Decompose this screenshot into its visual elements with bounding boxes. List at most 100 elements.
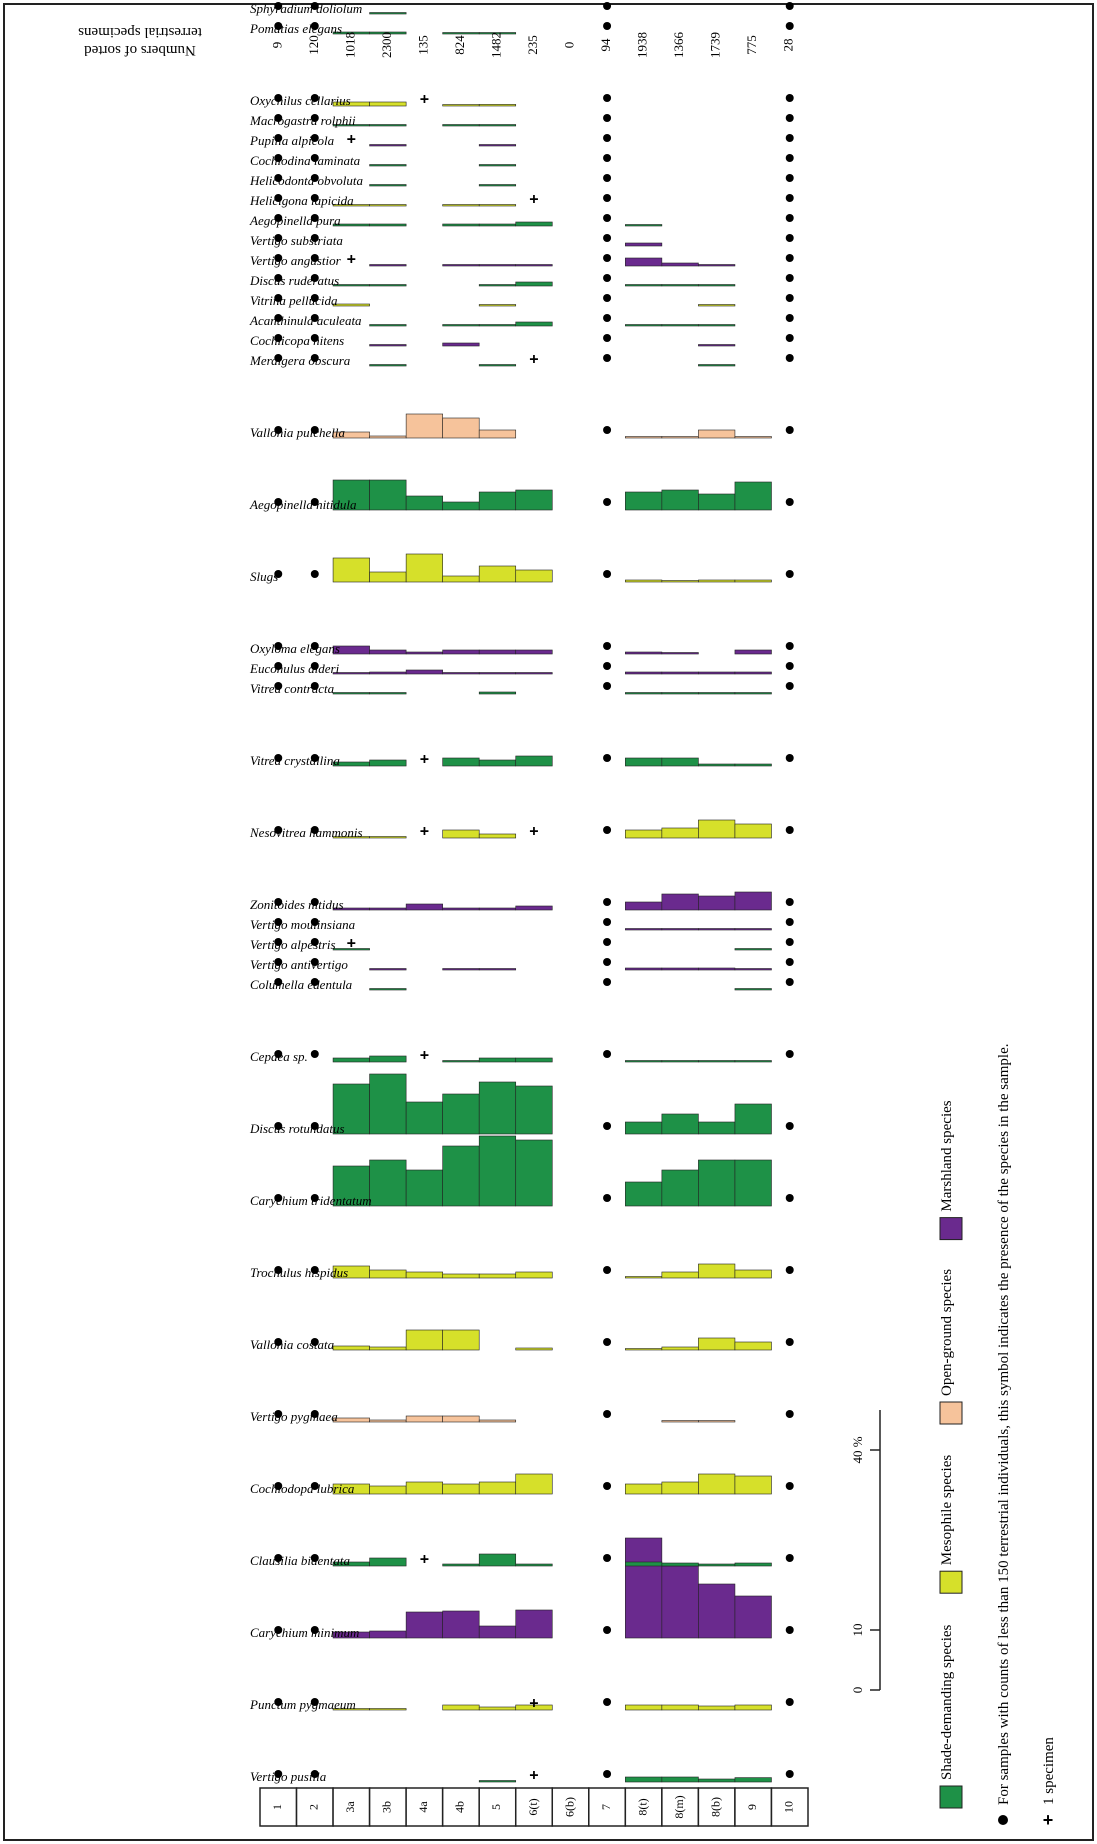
legend: Shade-demanding species Mesophile species… xyxy=(939,1043,1057,1830)
presence-dot xyxy=(785,682,794,690)
species-bar xyxy=(369,1485,407,1495)
presence-dot xyxy=(310,114,319,122)
presence-dot xyxy=(274,682,283,690)
specimen-count: 2300 xyxy=(379,32,394,58)
species-bar xyxy=(515,905,553,911)
presence-dot xyxy=(274,1050,283,1058)
species-bar xyxy=(661,928,699,931)
presence-dot xyxy=(603,1122,612,1130)
species-row xyxy=(274,918,794,931)
species-label: Sphyradium doliolum xyxy=(250,1,362,16)
presence-dot xyxy=(603,1050,612,1058)
presence-dot xyxy=(603,1410,612,1418)
species-bar xyxy=(478,284,517,287)
presence-dot xyxy=(603,918,612,926)
specimen-count: 28 xyxy=(781,39,796,52)
presence-dot xyxy=(310,1626,319,1634)
presence-dot xyxy=(274,1698,283,1706)
species-bar xyxy=(734,1777,772,1783)
species-label: Aegopinella nitidula xyxy=(249,497,357,512)
sample-label: 7 xyxy=(599,1804,613,1810)
species-bar xyxy=(478,32,517,35)
species-bar xyxy=(442,104,480,107)
species-row xyxy=(274,1410,794,1423)
species-bar xyxy=(698,304,736,307)
species-bar xyxy=(478,324,517,327)
presence-dot xyxy=(603,682,612,690)
species-row xyxy=(274,642,794,655)
species-bar xyxy=(478,184,517,187)
presence-dot xyxy=(603,174,612,182)
specimen-count: 0 xyxy=(562,42,577,49)
sample-cell xyxy=(624,1787,663,1827)
species-bar xyxy=(405,495,443,511)
legend-label: Mesophile species xyxy=(939,1455,955,1566)
species-bar xyxy=(698,692,736,695)
species-bar xyxy=(661,1481,699,1495)
sample-cell xyxy=(770,1787,809,1827)
presence-dot xyxy=(310,826,319,834)
presence-dot xyxy=(274,570,283,578)
legend-swatch xyxy=(939,1570,963,1594)
presence-dot xyxy=(310,294,319,302)
presence-dot xyxy=(785,154,794,162)
presence-dot xyxy=(785,294,794,302)
presence-dot xyxy=(785,134,794,142)
species-label: Carychium tridentatum xyxy=(250,1193,372,1208)
species-bar xyxy=(698,1583,736,1639)
presence-dot xyxy=(785,314,794,322)
species-bar xyxy=(478,907,517,911)
species-bar xyxy=(661,1776,699,1783)
species-row xyxy=(274,174,794,187)
species-bar xyxy=(369,223,407,227)
species-bar xyxy=(369,836,407,839)
species-bar xyxy=(625,1276,663,1279)
presence-dot xyxy=(310,234,319,242)
species-bar xyxy=(332,557,370,583)
species-bar xyxy=(478,1057,517,1063)
species-bar xyxy=(515,649,553,655)
species-bar xyxy=(478,1706,517,1711)
species-bar xyxy=(698,1060,736,1063)
species-bar xyxy=(405,1271,443,1279)
species-row xyxy=(274,662,794,675)
species-bar xyxy=(661,1562,699,1567)
presence-dot xyxy=(603,294,612,302)
species-bar xyxy=(515,755,553,767)
species-bar xyxy=(478,364,517,367)
presence-dot xyxy=(310,1698,319,1706)
presence-dot xyxy=(785,1194,794,1202)
species-row: + xyxy=(274,90,794,107)
species-bar xyxy=(734,1269,772,1279)
presence-dot xyxy=(785,662,794,670)
species-bar xyxy=(442,1415,480,1423)
species-bar xyxy=(698,1563,736,1567)
presence-dot xyxy=(310,22,319,30)
sample-label: 8(m) xyxy=(672,1795,686,1818)
species-bar xyxy=(478,649,517,655)
species-bar xyxy=(369,184,407,187)
species-bar xyxy=(661,580,699,583)
species-bar xyxy=(698,671,736,675)
species-bar xyxy=(478,1135,517,1207)
species-row xyxy=(274,2,794,15)
species-label: Pomatias elegans xyxy=(249,21,342,36)
species-bar xyxy=(442,968,480,971)
species-label: Pupilla alpicola xyxy=(249,133,335,148)
species-bar xyxy=(515,1347,553,1351)
species-bar xyxy=(625,1181,663,1207)
species-bar xyxy=(515,489,553,511)
species-bar xyxy=(369,671,407,675)
presence-dot xyxy=(274,426,283,434)
presence-dot xyxy=(274,898,283,906)
species-bar xyxy=(442,1329,480,1351)
species-labels: Vertigo pusilla Punctum pygmaeum Carychium… xyxy=(249,1,372,1784)
single-specimen-mark: + xyxy=(420,1046,429,1063)
presence-dot xyxy=(785,1626,794,1634)
species-row xyxy=(274,114,794,127)
specimen-count: 775 xyxy=(744,35,759,55)
species-label: Vertigo substriata xyxy=(250,233,343,248)
species-row xyxy=(274,234,794,247)
species-bar xyxy=(661,1346,699,1351)
species-bar xyxy=(478,491,517,511)
